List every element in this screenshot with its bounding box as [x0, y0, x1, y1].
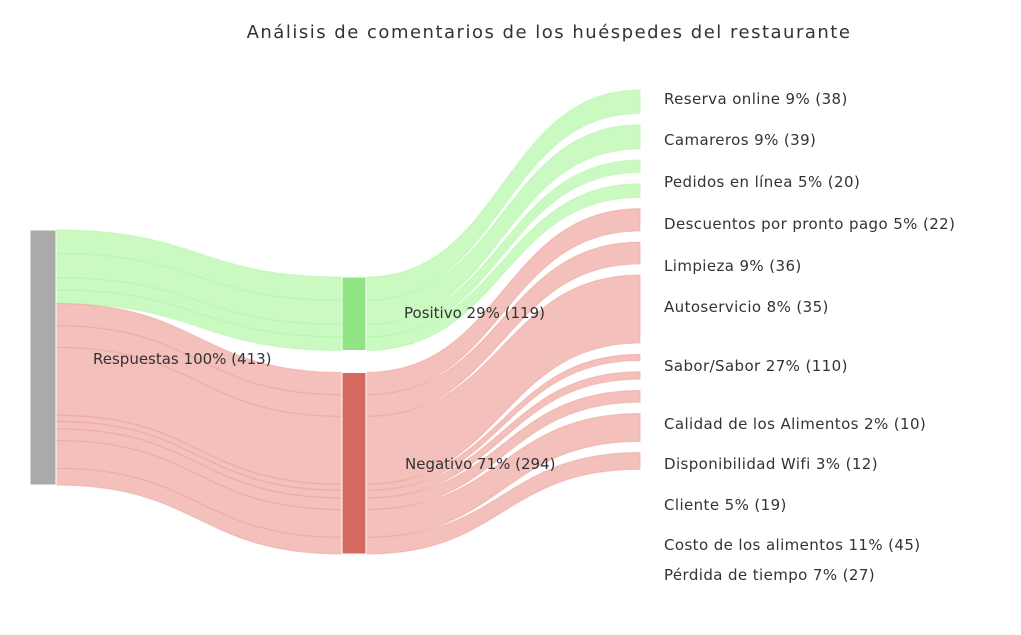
link-negativo-calidad [365, 353, 641, 492]
node-respuestas [29, 229, 57, 486]
link-negativo-perdida [365, 452, 641, 555]
label-cliente: Cliente 5% (19) [664, 496, 787, 514]
label-descuentos: Descuentos por pronto pago 5% (22) [664, 215, 955, 233]
link-positivo-reserva [365, 89, 641, 302]
label-positivo: Positivo 29% (119) [404, 304, 545, 322]
link-negativo-limpieza [365, 208, 641, 396]
link-positivo-camareros [365, 124, 641, 326]
link-negativo-cliente [365, 389, 641, 511]
nodes-layer [29, 229, 367, 555]
label-sabor: Sabor/Sabor 27% (110) [664, 357, 848, 375]
label-respuestas: Respuestas 100% (413) [93, 350, 272, 368]
label-perdida: Pérdida de tiempo 7% (27) [664, 566, 875, 584]
label-costo: Costo de los alimentos 11% (45) [664, 536, 921, 554]
links-layer [55, 89, 641, 555]
label-pedidos: Pedidos en línea 5% (20) [664, 173, 860, 191]
link-negativo-costo [365, 412, 641, 538]
chart-title: Análisis de comentarios de los huéspedes… [247, 22, 852, 43]
labels-layer: Respuestas 100% (413) Positivo 29% (119) N… [93, 90, 955, 584]
node-negativo [341, 371, 367, 555]
link-positivo-pedidos [365, 159, 641, 338]
link-positivo-descuentos [365, 183, 641, 352]
node-positivo [341, 276, 367, 351]
label-autoservicio: Autoservicio 8% (35) [664, 298, 829, 316]
link-negativo-sabor [365, 274, 641, 485]
link-negativo-wifi [365, 371, 641, 499]
label-negativo: Negativo 71% (294) [405, 455, 555, 473]
label-limpieza: Limpieza 9% (36) [664, 257, 802, 275]
label-reserva: Reserva online 9% (38) [664, 90, 848, 108]
label-calidad: Calidad de los Alimentos 2% (10) [664, 415, 926, 433]
label-wifi: Disponibilidad Wifi 3% (12) [664, 455, 878, 473]
link-negativo-autoservicio [365, 241, 641, 417]
label-camareros: Camareros 9% (39) [664, 131, 816, 149]
